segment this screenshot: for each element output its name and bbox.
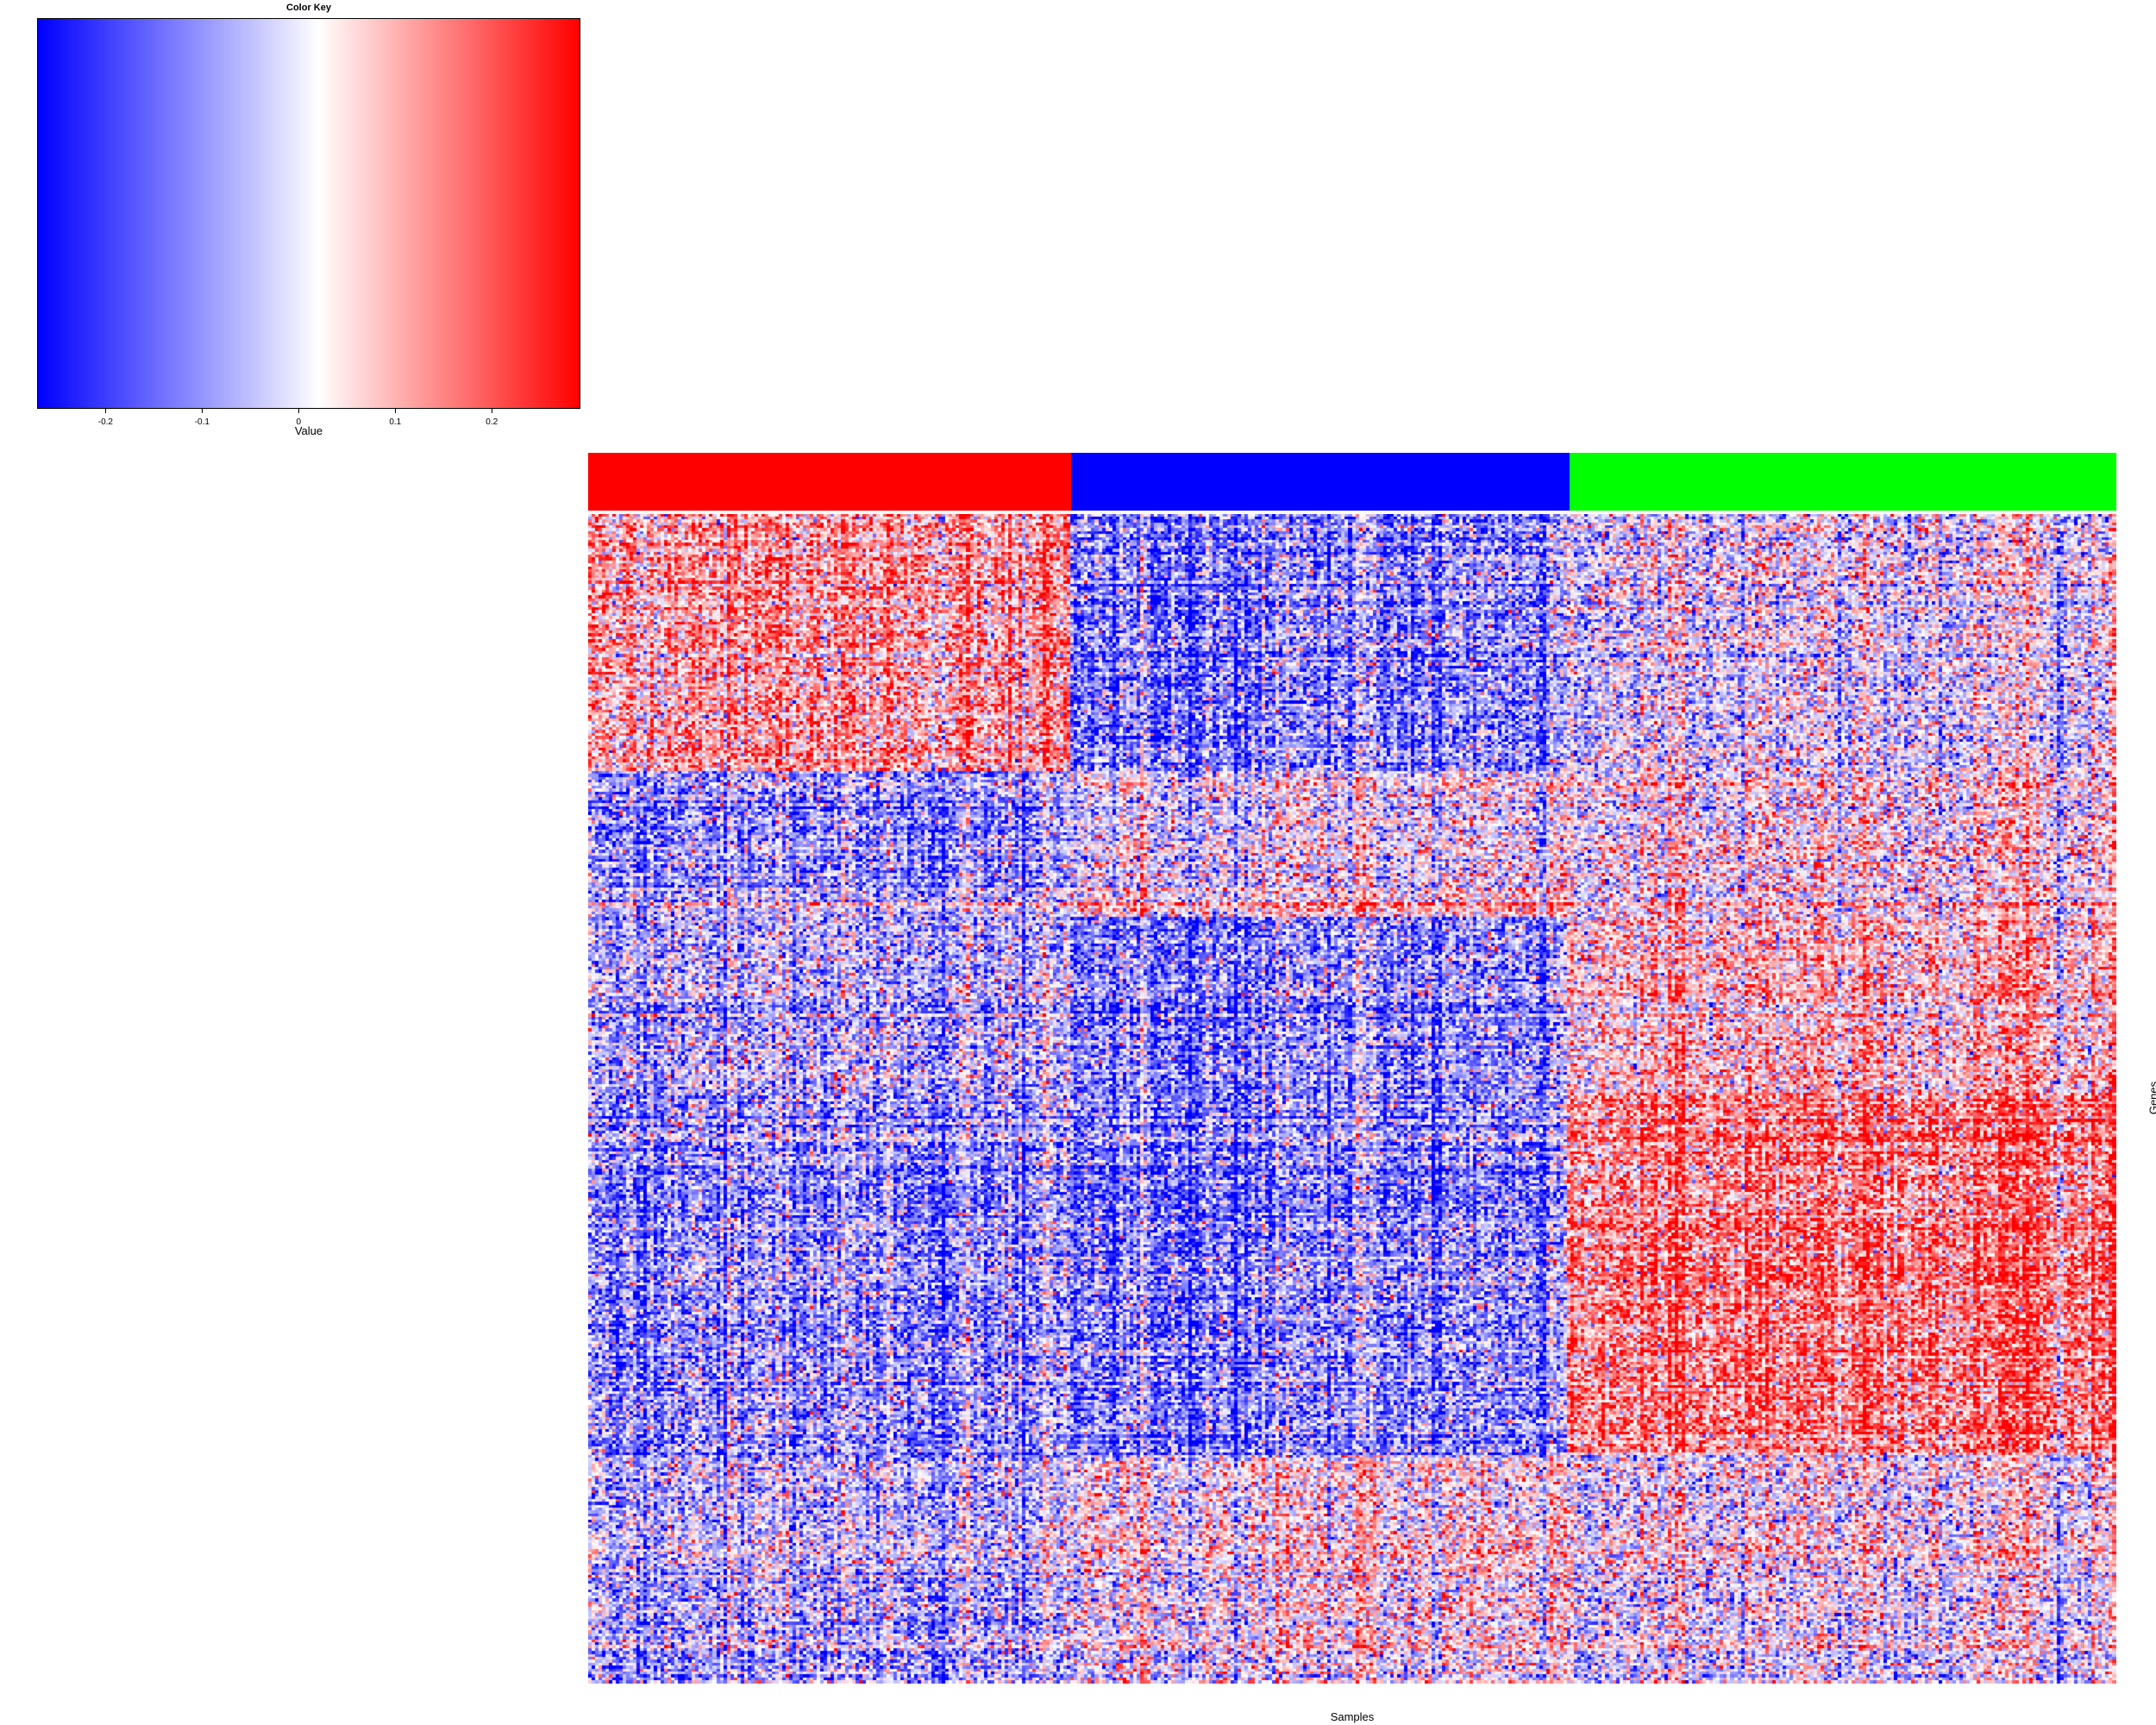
key-tick-mark: [202, 408, 204, 413]
color-key-axis: -0.2 -0.1 0 0.1 0.2: [37, 408, 580, 434]
y-axis-label: Genes: [2147, 1081, 2156, 1115]
key-tick-mark: [395, 408, 397, 413]
key-tick-label: 0.1: [389, 417, 402, 427]
key-tick-mark: [298, 408, 300, 413]
key-tick-mark: [105, 408, 107, 413]
color-key-xlabel: Value: [294, 424, 323, 437]
key-tick-label: 0.2: [486, 417, 498, 427]
sidebar-group-1: [588, 453, 1072, 511]
heatmap-grid: [588, 514, 2116, 1684]
sidebar-group-2: [1070, 453, 1570, 511]
key-tick-label: 0: [296, 417, 302, 427]
column-group-sidebar: [588, 453, 2117, 511]
color-key-gradient: [37, 18, 580, 409]
x-axis-label: Samples: [1330, 1710, 1375, 1723]
key-tick-label: -0.2: [97, 417, 113, 427]
sidebar-group-3: [1569, 453, 2117, 511]
key-tick-label: -0.1: [194, 417, 210, 427]
color-key-title: Color Key: [286, 3, 331, 13]
